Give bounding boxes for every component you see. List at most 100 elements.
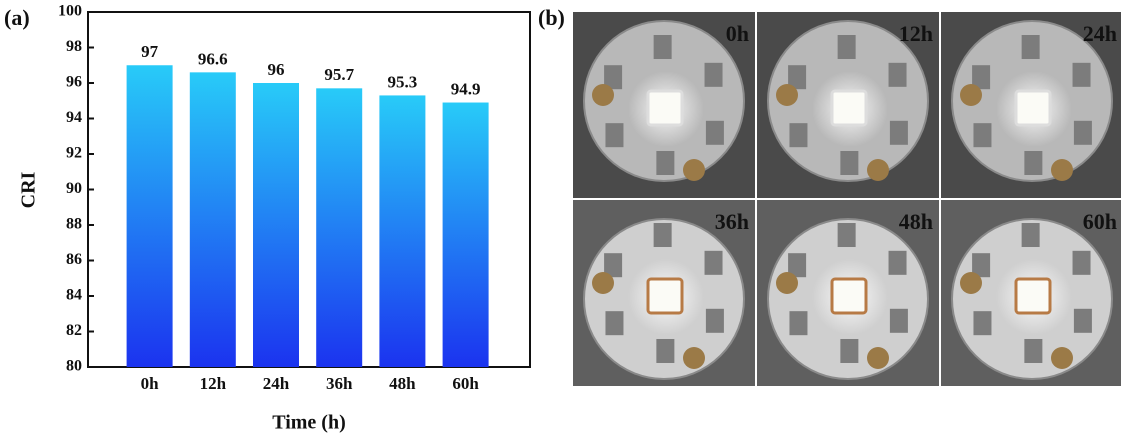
- pad: [972, 65, 991, 90]
- pad: [1021, 35, 1040, 60]
- led-chip: [646, 277, 684, 315]
- pad: [705, 308, 724, 333]
- pad: [972, 253, 991, 278]
- contact: [960, 272, 982, 294]
- photo-label: 36h: [715, 209, 749, 234]
- photo-label: 60h: [1083, 209, 1117, 234]
- contact: [683, 159, 705, 181]
- pad: [1073, 120, 1092, 145]
- y-axis-title: CRI: [18, 171, 40, 208]
- photo-label: 12h: [899, 21, 933, 46]
- contact: [867, 159, 889, 181]
- x-tick-label: 36h: [326, 374, 353, 393]
- contact: [592, 84, 614, 106]
- value-label: 94.9: [451, 79, 481, 98]
- pad: [1072, 62, 1091, 87]
- bar: [189, 72, 236, 367]
- x-tick-label: 0h: [141, 374, 160, 393]
- contact: [867, 347, 889, 369]
- photo: 36h: [573, 200, 755, 386]
- photo-label: 24h: [1083, 21, 1117, 46]
- photo: 0h: [573, 12, 755, 198]
- pad: [840, 338, 859, 363]
- photo: 12h: [757, 12, 939, 198]
- bar: [316, 88, 363, 367]
- photo: 60h: [941, 200, 1121, 386]
- bar: [253, 83, 299, 367]
- y-tick-label: 100: [58, 3, 82, 20]
- pad: [1024, 150, 1043, 175]
- pad: [788, 253, 807, 278]
- pad: [973, 123, 992, 148]
- pad: [704, 62, 723, 87]
- pad: [1073, 308, 1092, 333]
- y-tick-label: 92: [66, 145, 82, 162]
- pad: [653, 35, 672, 60]
- y-tick-label: 88: [66, 216, 82, 233]
- pad: [1024, 338, 1043, 363]
- y-tick-label: 86: [66, 251, 82, 268]
- pad: [888, 62, 907, 87]
- x-tick-label: 48h: [389, 374, 416, 393]
- panel-label: (b): [538, 5, 565, 30]
- y-tick-label: 90: [66, 180, 82, 197]
- pad: [889, 308, 908, 333]
- pad: [889, 120, 908, 145]
- y-tick-label: 84: [66, 287, 82, 304]
- contact: [776, 272, 798, 294]
- x-tick-label: 60h: [452, 374, 479, 393]
- contact: [960, 84, 982, 106]
- led-chip: [1014, 89, 1052, 127]
- y-tick-label: 80: [66, 358, 82, 375]
- pad: [888, 250, 907, 275]
- value-label: 96: [268, 60, 285, 79]
- led-chip: [646, 89, 684, 127]
- contact: [776, 84, 798, 106]
- pad: [605, 311, 624, 336]
- x-tick-label: 12h: [200, 374, 227, 393]
- pad: [704, 250, 723, 275]
- y-tick-label: 98: [66, 38, 82, 55]
- photo-label: 48h: [899, 209, 933, 234]
- bar: [379, 95, 426, 368]
- bar: [442, 102, 489, 368]
- panel-label: (a): [4, 5, 30, 30]
- pad: [604, 65, 623, 90]
- pad: [789, 311, 808, 336]
- x-axis-title: Time (h): [272, 412, 346, 434]
- contact: [592, 272, 614, 294]
- pad: [973, 311, 992, 336]
- value-label: 97: [141, 42, 159, 61]
- pad: [656, 150, 675, 175]
- pad: [705, 120, 724, 145]
- pad: [837, 223, 856, 248]
- y-tick-label: 96: [66, 74, 82, 91]
- pad: [1072, 250, 1091, 275]
- pad: [789, 123, 808, 148]
- photo-label: 0h: [726, 21, 749, 46]
- contact: [1051, 347, 1073, 369]
- led-chip: [830, 89, 868, 127]
- value-label: 96.6: [198, 49, 228, 68]
- led-chip: [1014, 277, 1052, 315]
- x-tick-label: 24h: [263, 374, 290, 393]
- y-tick-label: 82: [66, 322, 82, 339]
- pad: [837, 35, 856, 60]
- y-tick-label: 94: [66, 109, 82, 126]
- photo: 48h: [757, 200, 939, 386]
- contact: [1051, 159, 1073, 181]
- pad: [605, 123, 624, 148]
- value-label: 95.7: [324, 65, 354, 84]
- pad: [656, 338, 675, 363]
- pad: [788, 65, 807, 90]
- contact: [683, 347, 705, 369]
- led-chip: [830, 277, 868, 315]
- pad: [1021, 223, 1040, 248]
- photo: 24h: [941, 12, 1121, 198]
- bar: [126, 65, 173, 367]
- pad: [604, 253, 623, 278]
- pad: [840, 150, 859, 175]
- value-label: 95.3: [388, 72, 418, 91]
- pad: [653, 223, 672, 248]
